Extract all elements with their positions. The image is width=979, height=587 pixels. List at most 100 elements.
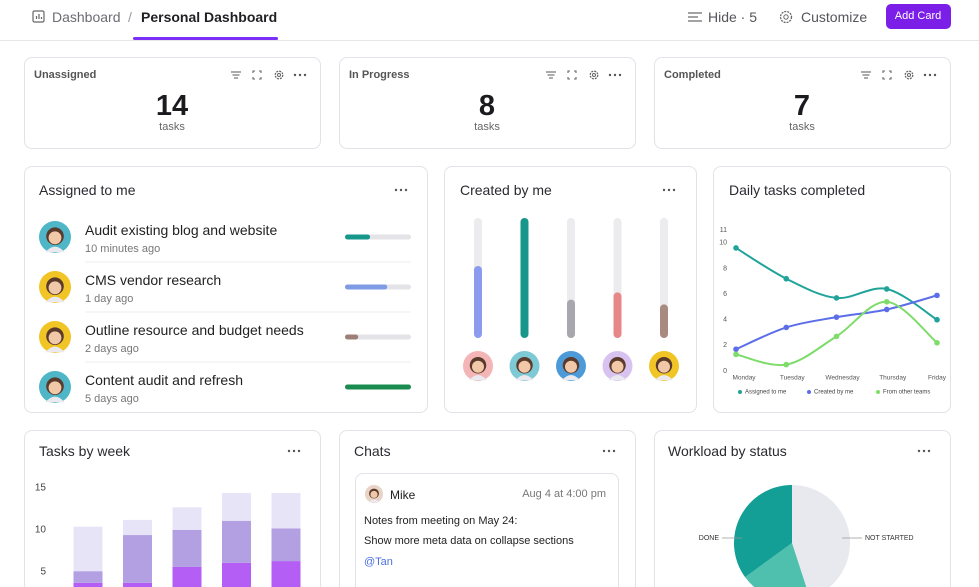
- task-name[interactable]: Audit existing blog and website: [85, 222, 278, 238]
- avatar: [48, 281, 62, 295]
- more-icon[interactable]: [287, 449, 291, 453]
- y-tick-label: 6: [723, 291, 727, 298]
- gear-icon[interactable]: [904, 70, 914, 80]
- more-icon[interactable]: [303, 73, 307, 77]
- task-time: 1 day ago: [85, 293, 134, 305]
- more-icon[interactable]: [404, 188, 408, 192]
- more-icon[interactable]: [917, 449, 921, 453]
- hide-button[interactable]: Hide · 5: [708, 9, 758, 25]
- more-icon[interactable]: [662, 188, 666, 192]
- avatar: [518, 360, 531, 373]
- expand-icon[interactable]: [252, 70, 262, 80]
- bar-segment: [271, 561, 301, 587]
- legend-swatch: [876, 390, 880, 394]
- dashboard-icon: [35, 14, 43, 19]
- more-icon[interactable]: [608, 73, 612, 77]
- pie-slice: [734, 485, 792, 578]
- avatar: [45, 296, 65, 303]
- more-icon[interactable]: [292, 449, 296, 453]
- x-tick-label: Friday: [928, 375, 947, 382]
- gear-icon[interactable]: [589, 70, 599, 80]
- more-icon[interactable]: [922, 449, 926, 453]
- slice-label: DONE: [699, 535, 720, 542]
- line-series: [735, 247, 938, 321]
- bar-segment: [222, 562, 251, 587]
- add-card-button[interactable]: [886, 4, 951, 29]
- avatar: [515, 375, 534, 381]
- add-card-label[interactable]: Add Card: [894, 10, 942, 22]
- chat-message: [355, 473, 619, 587]
- avatar: [472, 360, 484, 373]
- more-icon[interactable]: [618, 73, 622, 77]
- customize-button[interactable]: Customize: [801, 9, 868, 25]
- more-icon[interactable]: [612, 449, 616, 453]
- more-icon[interactable]: [923, 73, 927, 77]
- bar-segment: [172, 507, 202, 530]
- bar-segment: [123, 535, 152, 583]
- bar-segment: [73, 571, 103, 583]
- bar-segment: [271, 493, 301, 529]
- point-marker: [783, 324, 790, 331]
- legend-label: Created by me: [814, 390, 854, 396]
- stat-value: 7: [793, 90, 811, 122]
- more-icon[interactable]: [933, 73, 937, 77]
- breadcrumb-link[interactable]: Dashboard: [52, 9, 121, 25]
- header-divider: [0, 40, 979, 41]
- bar-segment: [271, 528, 301, 562]
- point-marker: [833, 314, 840, 320]
- more-icon[interactable]: [928, 73, 932, 77]
- expand-icon[interactable]: [882, 70, 892, 80]
- more-icon[interactable]: [394, 188, 398, 192]
- gear-icon[interactable]: [779, 10, 793, 24]
- card: [713, 166, 951, 413]
- task-name[interactable]: Content audit and refresh: [85, 372, 243, 388]
- stat-value: 14: [155, 90, 189, 122]
- avatar: [45, 346, 65, 353]
- stat-unit: tasks: [159, 121, 185, 133]
- task-time: 10 minutes ago: [85, 243, 161, 255]
- more-icon[interactable]: [613, 73, 617, 77]
- card-title: Assigned to me: [39, 182, 136, 198]
- y-tick-label: 15: [35, 483, 47, 494]
- more-icon[interactable]: [602, 449, 606, 453]
- more-icon[interactable]: [672, 188, 676, 192]
- task-name[interactable]: CMS vendor research: [85, 272, 222, 288]
- avatar: [368, 499, 380, 503]
- pie-slice: [745, 543, 807, 587]
- y-tick-label: 5: [40, 567, 46, 578]
- legend-swatch: [738, 390, 742, 394]
- task-time: 2 days ago: [85, 343, 139, 355]
- y-tick-label: 8: [723, 265, 727, 272]
- progress-bar: [345, 284, 388, 290]
- chat-mention[interactable]: @Tan: [364, 556, 393, 568]
- expand-icon[interactable]: [567, 70, 577, 80]
- chat-text: Show more meta data on collapse sections: [364, 535, 574, 547]
- card: [24, 57, 321, 149]
- point-marker: [783, 275, 790, 282]
- gear-icon[interactable]: [591, 72, 597, 78]
- line-series: [735, 300, 938, 367]
- more-icon[interactable]: [927, 449, 931, 453]
- gear-icon[interactable]: [783, 14, 789, 20]
- gear-icon[interactable]: [906, 72, 912, 78]
- gear-icon[interactable]: [276, 72, 282, 78]
- point-marker: [833, 295, 840, 301]
- more-icon[interactable]: [399, 188, 403, 192]
- task-name[interactable]: Outline resource and budget needs: [85, 322, 304, 338]
- more-icon[interactable]: [293, 73, 297, 77]
- page-title: Personal Dashboard: [141, 9, 278, 25]
- more-icon[interactable]: [297, 449, 301, 453]
- more-icon[interactable]: [607, 449, 611, 453]
- y-tick-label: 10: [719, 240, 727, 247]
- point-marker: [934, 340, 940, 346]
- legend-label: From other teams: [883, 390, 930, 396]
- more-icon[interactable]: [667, 188, 671, 192]
- card-title: Daily tasks completed: [729, 182, 866, 198]
- more-icon[interactable]: [298, 73, 302, 77]
- gear-icon[interactable]: [274, 70, 284, 80]
- chat-time: Aug 4 at 4:00 pm: [522, 488, 606, 500]
- avatar: [48, 331, 62, 345]
- stat-value: 8: [478, 90, 496, 122]
